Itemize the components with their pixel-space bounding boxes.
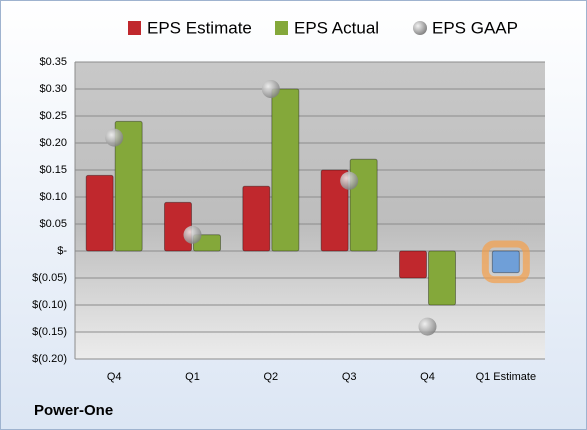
gaap-marker (183, 225, 202, 244)
legend-label: EPS Actual (294, 18, 379, 37)
bar (164, 201, 192, 252)
gaap-marker (340, 171, 359, 190)
bar (491, 250, 520, 274)
y-tick-label: $(0.15) (32, 326, 67, 338)
legend-marker (413, 21, 427, 35)
legend-label: EPS GAAP (432, 18, 518, 37)
x-tick-label: Q1 (185, 371, 200, 383)
gaap-marker (418, 317, 437, 336)
bar (114, 120, 143, 252)
y-tick-label: $0.20 (39, 137, 67, 149)
y-tick-label: $(0.05) (32, 272, 67, 284)
y-tick-label: $0.10 (39, 191, 67, 203)
y-tick-label: $- (57, 245, 67, 257)
x-tick-label: Q3 (342, 371, 357, 383)
x-tick-label: Q4 (107, 371, 122, 383)
y-tick-label: $0.35 (39, 56, 67, 68)
legend-label: EPS Estimate (147, 18, 252, 37)
y-tick-label: $0.25 (39, 110, 67, 122)
y-tick-label: $(0.10) (32, 299, 67, 311)
legend-marker (128, 21, 141, 35)
legend-marker (275, 21, 288, 35)
x-tick-label: Q1 Estimate (476, 371, 537, 383)
bar (399, 250, 427, 279)
bar (349, 158, 378, 252)
bar (320, 169, 349, 252)
gaap-marker (105, 128, 124, 147)
bar (85, 174, 114, 252)
y-tick-label: $0.15 (39, 164, 67, 176)
y-tick-label: $0.05 (39, 218, 67, 230)
highlight-glow (481, 240, 530, 284)
plot-area (75, 62, 545, 359)
bar (271, 88, 300, 252)
bar (242, 185, 271, 252)
x-tick-label: Q2 (263, 371, 278, 383)
gaap-marker (261, 80, 280, 98)
y-tick-label: $0.30 (39, 83, 67, 95)
footer: Power-One (34, 402, 113, 419)
x-tick-label: Q4 (420, 371, 435, 383)
bar (428, 250, 456, 306)
y-tick-label: $(0.20) (32, 353, 67, 365)
